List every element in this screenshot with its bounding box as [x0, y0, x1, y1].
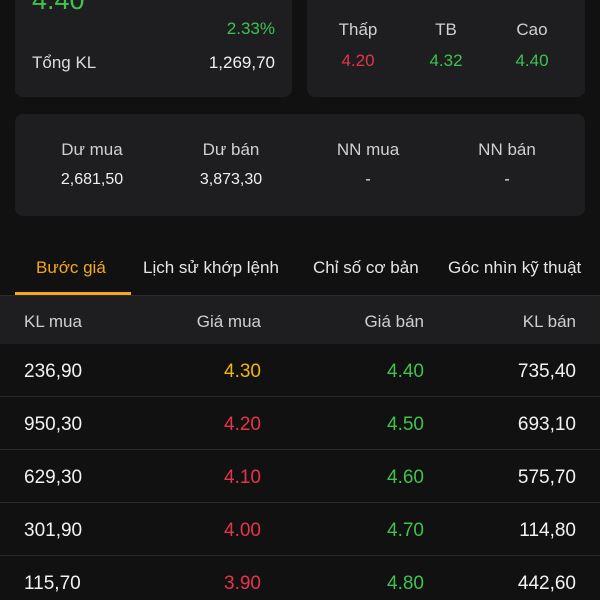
bid-price: 4.20 — [224, 414, 261, 435]
bid-volume: 115,70 — [24, 573, 81, 594]
high-value: 4.40 — [515, 51, 549, 70]
table-row[interactable]: 629,30 4.10 4.60 575,70 — [0, 450, 600, 503]
bid-price: 3.90 — [224, 573, 261, 594]
high-price-stat: Cao 4.40 — [497, 20, 567, 71]
ask-price: 4.60 — [387, 467, 424, 488]
bid-volume: 236,90 — [24, 361, 83, 382]
table-row[interactable]: 236,90 4.30 4.40 735,40 — [0, 344, 600, 397]
bid-surplus-stat: Dư mua 2,681,50 — [37, 140, 147, 189]
price-range-card: Thấp 4.20 TB 4.32 Cao 4.40 — [307, 0, 585, 97]
bid-price: 4.10 — [224, 467, 261, 488]
tab-fundamentals[interactable]: Chỉ số cơ bản — [313, 258, 419, 277]
tab-divider — [0, 295, 600, 296]
price-summary-card: 4.40 2.33% Tổng KL 1,269,70 — [15, 0, 292, 97]
tab-match-history[interactable]: Lịch sử khớp lệnh — [143, 258, 279, 277]
bid-volume: 950,30 — [24, 414, 83, 435]
avg-value: 4.32 — [429, 51, 463, 70]
ask-surplus-value: 3,873,30 — [199, 171, 263, 188]
ask-surplus-label: Dư bán — [202, 140, 260, 159]
ask-volume: 442,60 — [517, 573, 576, 594]
bid-price: 4.30 — [224, 361, 261, 382]
active-tab-indicator — [15, 292, 131, 295]
foreign-buy-label: NN mua — [336, 140, 400, 159]
avg-label: TB — [435, 20, 457, 39]
foreign-sell-stat: NN bán - — [452, 140, 562, 189]
table-row[interactable]: 301,90 4.00 4.70 114,80 — [0, 503, 600, 556]
bid-surplus-value: 2,681,50 — [60, 171, 124, 188]
total-volume-label: Tổng KL — [32, 53, 97, 72]
ask-volume: 114,80 — [519, 520, 576, 541]
foreign-sell-label: NN bán — [478, 140, 536, 159]
high-label: Cao — [516, 20, 548, 39]
bid-volume: 629,30 — [24, 467, 83, 488]
tab-bar: Bước giá Lịch sử khớp lệnh Chỉ số cơ bản… — [0, 248, 600, 295]
header-ask-price: Giá bán — [364, 312, 424, 331]
avg-price-stat: TB 4.32 — [411, 20, 481, 71]
last-price: 4.40 — [32, 0, 85, 15]
tab-technical-view[interactable]: Góc nhìn kỹ thuật — [448, 258, 582, 277]
header-ask-volume: KL bán — [522, 312, 576, 331]
foreign-buy-stat: NN mua - — [313, 140, 423, 189]
change-percent: 2.33% — [226, 19, 275, 38]
ask-volume: 693,10 — [517, 414, 576, 435]
table-row[interactable]: 115,70 3.90 4.80 442,60 — [0, 556, 600, 600]
ask-volume: 575,70 — [517, 467, 576, 488]
header-bid-volume: KL mua — [24, 312, 82, 331]
ask-price: 4.80 — [387, 573, 424, 594]
bid-volume: 301,90 — [24, 520, 83, 541]
low-label: Thấp — [338, 20, 378, 39]
ask-price: 4.40 — [387, 361, 424, 382]
bid-price: 4.00 — [224, 520, 261, 541]
tab-price-steps[interactable]: Bước giá — [36, 258, 106, 277]
order-book: 236,90 4.30 4.40 735,40 950,30 4.20 4.50… — [0, 344, 600, 600]
header-bid-price: Giá mua — [196, 312, 261, 331]
foreign-sell-value: - — [504, 171, 510, 188]
ask-price: 4.50 — [387, 414, 424, 435]
bid-surplus-label: Dư mua — [61, 140, 123, 159]
total-volume-value: 1,269,70 — [208, 53, 275, 72]
market-depth-card: Dư mua 2,681,50 Dư bán 3,873,30 NN mua -… — [15, 114, 585, 216]
low-price-stat: Thấp 4.20 — [323, 20, 393, 71]
ask-surplus-stat: Dư bán 3,873,30 — [176, 140, 286, 189]
foreign-buy-value: - — [365, 171, 371, 188]
ask-price: 4.70 — [387, 520, 424, 541]
low-value: 4.20 — [341, 51, 375, 70]
ask-volume: 735,40 — [517, 361, 576, 382]
table-row[interactable]: 950,30 4.20 4.50 693,10 — [0, 397, 600, 450]
order-book-header: KL mua Giá mua Giá bán KL bán — [0, 296, 600, 344]
